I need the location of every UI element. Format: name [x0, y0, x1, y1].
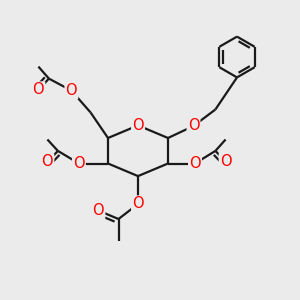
Text: O: O: [188, 118, 199, 134]
Text: O: O: [132, 196, 144, 211]
Text: O: O: [73, 156, 85, 171]
Text: O: O: [220, 154, 231, 169]
Text: O: O: [189, 156, 201, 171]
Text: O: O: [93, 203, 104, 218]
Text: O: O: [42, 154, 53, 169]
Text: O: O: [66, 83, 77, 98]
Text: O: O: [132, 118, 144, 133]
Text: O: O: [33, 82, 44, 98]
